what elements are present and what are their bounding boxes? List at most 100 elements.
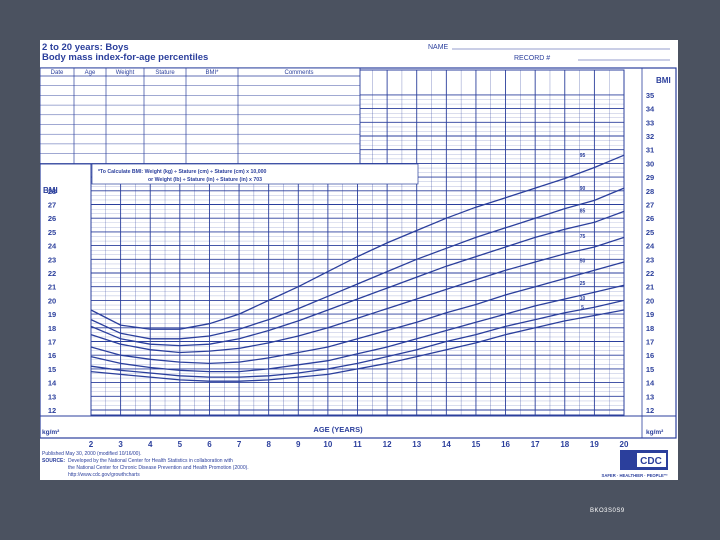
y-tick-label-left: 12 [48, 406, 56, 415]
y-tick-label-right: 18 [646, 324, 654, 333]
age-axis-label: AGE (YEARS) [313, 425, 363, 434]
x-tick-label: 17 [531, 440, 540, 449]
x-tick-label: 7 [237, 440, 242, 449]
x-tick-label: 16 [501, 440, 510, 449]
y-tick-label-left: 17 [48, 338, 56, 347]
chart-title-line2: Body mass index-for-age percentiles [42, 52, 208, 63]
y-tick-label-left: 20 [48, 296, 56, 305]
y-tick-label-right: 15 [646, 365, 654, 374]
y-tick-label-left: 28 [48, 187, 56, 196]
growth-chart-sheet: 2 to 20 years: Boys Body mass index-for-… [40, 40, 678, 480]
x-tick-label: 18 [560, 440, 569, 449]
y-tick-label-right: 13 [646, 392, 654, 401]
y-tick-label-left: 19 [48, 310, 56, 319]
tick-labels: 2 3 4 5 6 7 8 9 10 11 12 13 14 15 16 17 18 19 201213141516… [48, 91, 655, 449]
y-tick-label-left: 22 [48, 269, 56, 278]
percentile-50-line [90, 261, 625, 365]
table-frame [40, 67, 361, 165]
data-entry-table: Date Age Weight Stature BMI* Comments [40, 67, 361, 165]
formula-line2: or Weight (lb) ÷ Stature (in) ÷ Stature … [148, 177, 262, 183]
x-tick-label: 10 [323, 440, 332, 449]
y-tick-label-left: 16 [48, 351, 56, 360]
bmi-label-left: BMI [43, 186, 58, 195]
y-tick-label-left: 14 [48, 379, 57, 388]
percentile-75-label: 75 [580, 234, 586, 240]
y-tick-label-right: 34 [646, 105, 655, 114]
table-column-header: Weight [116, 70, 135, 76]
y-tick-label-left: 24 [48, 242, 57, 251]
x-tick-label: 5 [178, 440, 183, 449]
percentile-95-label: 95 [580, 153, 586, 159]
percentile-labels: 95 90 85 75 50 25 10 5 [580, 153, 586, 311]
percentile-90-label: 90 [580, 186, 586, 192]
bmi-label-right: BMI [656, 76, 671, 85]
growth-chart: 2 to 20 years: Boys Body mass index-for-… [40, 42, 677, 478]
source-line2: the National Center for Chronic Disease … [68, 465, 249, 471]
y-tick-label-right: 25 [646, 228, 654, 237]
y-tick-label-left: 21 [48, 283, 56, 292]
x-tick-label: 14 [442, 440, 451, 449]
slide-code: BKO3S0S9 [590, 508, 625, 514]
x-tick-label: 6 [207, 440, 212, 449]
y-tick-label-right: 32 [646, 132, 654, 141]
percentile-75-line [90, 236, 625, 354]
cdc-logo-text: CDC [640, 456, 662, 467]
percentile-5-label: 5 [581, 305, 584, 311]
x-tick-label: 9 [296, 440, 301, 449]
y-tick-label-right: 21 [646, 283, 654, 292]
formula-line1: *To Calculate BMI: Weight (kg) ÷ Stature… [98, 169, 266, 175]
chart-title-line1: 2 to 20 years: Boys [42, 42, 129, 53]
x-tick-label: 11 [353, 440, 362, 449]
y-tick-label-right: 16 [646, 351, 654, 360]
percentile-10-line [90, 299, 625, 378]
record-label: RECORD # [514, 55, 550, 62]
y-tick-label-right: 27 [646, 201, 654, 210]
table-column-header: Stature [155, 70, 175, 76]
formula-box [91, 163, 419, 185]
unit-label-left: kg/m² [42, 429, 60, 436]
x-tick-label: 20 [620, 440, 629, 449]
x-tick-label: 12 [383, 440, 392, 449]
y-tick-label-right: 19 [646, 310, 654, 319]
y-tick-label-right: 24 [646, 242, 655, 251]
source-line3: http://www.cdc.gov/growthcharts [68, 472, 140, 478]
y-tick-label-right: 22 [646, 269, 654, 278]
y-tick-label-right: 29 [646, 173, 654, 182]
table-column-header: Age [85, 70, 96, 76]
percentile-90-line [90, 187, 625, 340]
x-tick-label: 13 [412, 440, 421, 449]
percentile-95-line [90, 154, 625, 330]
x-tick-label: 15 [471, 440, 480, 449]
x-tick-label: 8 [266, 440, 271, 449]
percentile-25-line [90, 284, 625, 373]
age-label-backdrop [308, 424, 368, 434]
source-label: SOURCE: [42, 458, 65, 464]
y-tick-label-right: 26 [646, 214, 654, 223]
y-tick-label-right: 12 [646, 406, 654, 415]
percentile-25-label: 25 [580, 281, 586, 287]
cdc-logo-panel [637, 453, 666, 467]
y-tick-label-right: 33 [646, 118, 654, 127]
y-tick-label-right: 14 [646, 379, 655, 388]
x-tick-label: 3 [118, 440, 123, 449]
y-tick-label-right: 31 [646, 146, 654, 155]
percentile-curves [90, 154, 625, 382]
y-tick-label-right: 20 [646, 296, 654, 305]
y-tick-label-right: 30 [646, 159, 654, 168]
table-column-header: Date [51, 70, 64, 76]
percentile-85-label: 85 [580, 209, 586, 215]
x-tick-label: 4 [148, 440, 153, 449]
y-tick-label-right: 35 [646, 91, 654, 100]
y-tick-label-left: 27 [48, 201, 56, 210]
safer-healthier-text: SAFER · HEALTHIER · PEOPLE™ [602, 473, 668, 478]
x-tick-label: 2 [89, 440, 94, 449]
published-line: Published May 30, 2000 (modified 10/16/0… [42, 451, 142, 457]
percentile-85-line [90, 210, 625, 347]
table-column-header: Comments [284, 70, 313, 76]
y-tick-label-left: 23 [48, 255, 56, 264]
name-label: NAME [428, 44, 449, 51]
x-tick-label: 19 [590, 440, 599, 449]
y-tick-label-left: 26 [48, 214, 56, 223]
y-tick-label-right: 17 [646, 338, 654, 347]
y-tick-label-left: 18 [48, 324, 56, 333]
